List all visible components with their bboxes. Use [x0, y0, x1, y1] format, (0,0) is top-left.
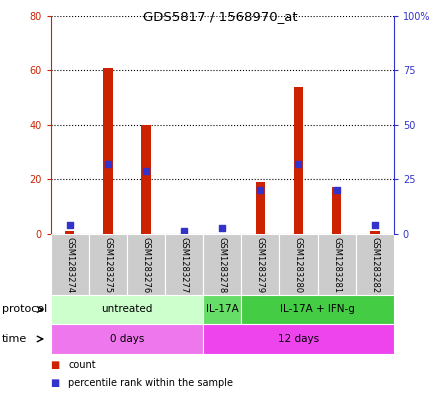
- Point: [219, 225, 226, 231]
- Text: GDS5817 / 1568970_at: GDS5817 / 1568970_at: [143, 10, 297, 23]
- Bar: [256, 182, 265, 234]
- Bar: [332, 187, 341, 234]
- Point: [104, 161, 111, 167]
- Text: IL-17A: IL-17A: [206, 305, 238, 314]
- Text: time: time: [2, 334, 27, 344]
- Text: protocol: protocol: [2, 305, 48, 314]
- Text: 0 days: 0 days: [110, 334, 144, 344]
- Text: GSM1283276: GSM1283276: [141, 237, 150, 293]
- Bar: [165, 234, 203, 295]
- Bar: [51, 234, 89, 295]
- Text: GSM1283281: GSM1283281: [332, 237, 341, 293]
- Point: [180, 228, 187, 234]
- Text: ■: ■: [51, 360, 60, 371]
- Point: [295, 161, 302, 167]
- Bar: [203, 324, 394, 354]
- Bar: [65, 231, 74, 234]
- Bar: [370, 231, 379, 234]
- Bar: [241, 295, 394, 324]
- Bar: [127, 234, 165, 295]
- Bar: [141, 125, 150, 234]
- Text: percentile rank within the sample: percentile rank within the sample: [68, 378, 233, 388]
- Text: GSM1283275: GSM1283275: [103, 237, 112, 293]
- Text: GSM1283282: GSM1283282: [370, 237, 379, 293]
- Text: count: count: [68, 360, 96, 371]
- Bar: [279, 234, 318, 295]
- Text: GSM1283278: GSM1283278: [218, 237, 227, 293]
- Text: ■: ■: [51, 378, 60, 388]
- Text: 12 days: 12 days: [278, 334, 319, 344]
- Text: IL-17A + IFN-g: IL-17A + IFN-g: [280, 305, 355, 314]
- Bar: [241, 234, 279, 295]
- Bar: [89, 234, 127, 295]
- Text: GSM1283280: GSM1283280: [294, 237, 303, 293]
- Point: [143, 167, 150, 174]
- Bar: [294, 86, 303, 234]
- Bar: [318, 234, 356, 295]
- Text: GSM1283274: GSM1283274: [65, 237, 74, 293]
- Bar: [203, 295, 241, 324]
- Point: [66, 222, 73, 228]
- Text: GSM1283277: GSM1283277: [180, 237, 189, 293]
- Bar: [51, 324, 203, 354]
- Point: [257, 187, 264, 193]
- Bar: [356, 234, 394, 295]
- Point: [371, 222, 378, 228]
- Text: untreated: untreated: [101, 305, 153, 314]
- Bar: [51, 295, 203, 324]
- Text: GSM1283279: GSM1283279: [256, 237, 265, 293]
- Bar: [203, 234, 241, 295]
- Bar: [103, 68, 113, 234]
- Point: [333, 187, 340, 193]
